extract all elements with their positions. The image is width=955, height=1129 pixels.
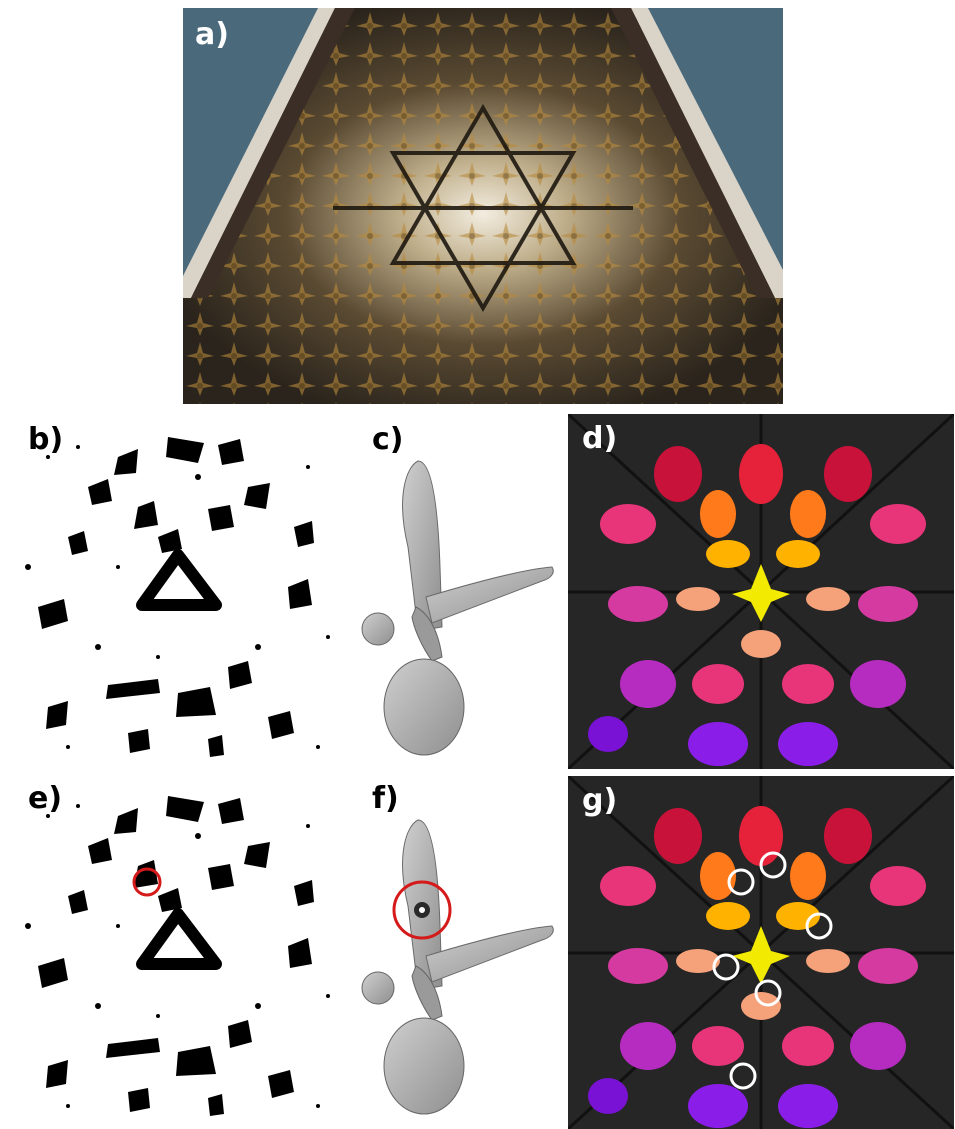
error-circle-g-2 xyxy=(759,851,787,879)
kaleidoscope-photo xyxy=(183,8,783,404)
panel-label-f: f) xyxy=(372,781,399,816)
panel-label-b: b) xyxy=(28,422,64,457)
error-circle-g-4 xyxy=(712,953,740,981)
panel-label-e: e) xyxy=(28,781,63,816)
panel-d-labeling: d) xyxy=(568,414,954,769)
dragonfly-model-c xyxy=(361,460,554,756)
panel-label-d: d) xyxy=(582,421,618,456)
error-circle-g-3 xyxy=(805,912,833,940)
error-circle-g-6 xyxy=(729,1062,757,1090)
error-circle-g-5 xyxy=(754,979,782,1007)
binary-mask-e xyxy=(25,796,330,1116)
error-circle-g-1 xyxy=(727,868,755,896)
panel-e-mask: e) xyxy=(8,776,354,1128)
chamber-labeling-d xyxy=(568,414,954,769)
chamber-labeling-g xyxy=(568,776,954,1129)
panel-c-model: c) xyxy=(356,417,562,769)
dragonfly-model-f xyxy=(361,819,554,1115)
binary-mask-b xyxy=(25,437,330,757)
panel-a-photo: a) xyxy=(183,8,783,404)
error-circle-f xyxy=(392,880,452,940)
panel-b-mask: b) xyxy=(8,417,354,769)
panel-label-c: c) xyxy=(372,422,404,457)
panel-f-model: f) xyxy=(356,776,562,1128)
panel-label-a: a) xyxy=(195,17,229,52)
error-circle-e xyxy=(132,867,162,897)
panel-label-g: g) xyxy=(582,783,618,818)
panel-g-labeling: g) xyxy=(568,776,954,1129)
